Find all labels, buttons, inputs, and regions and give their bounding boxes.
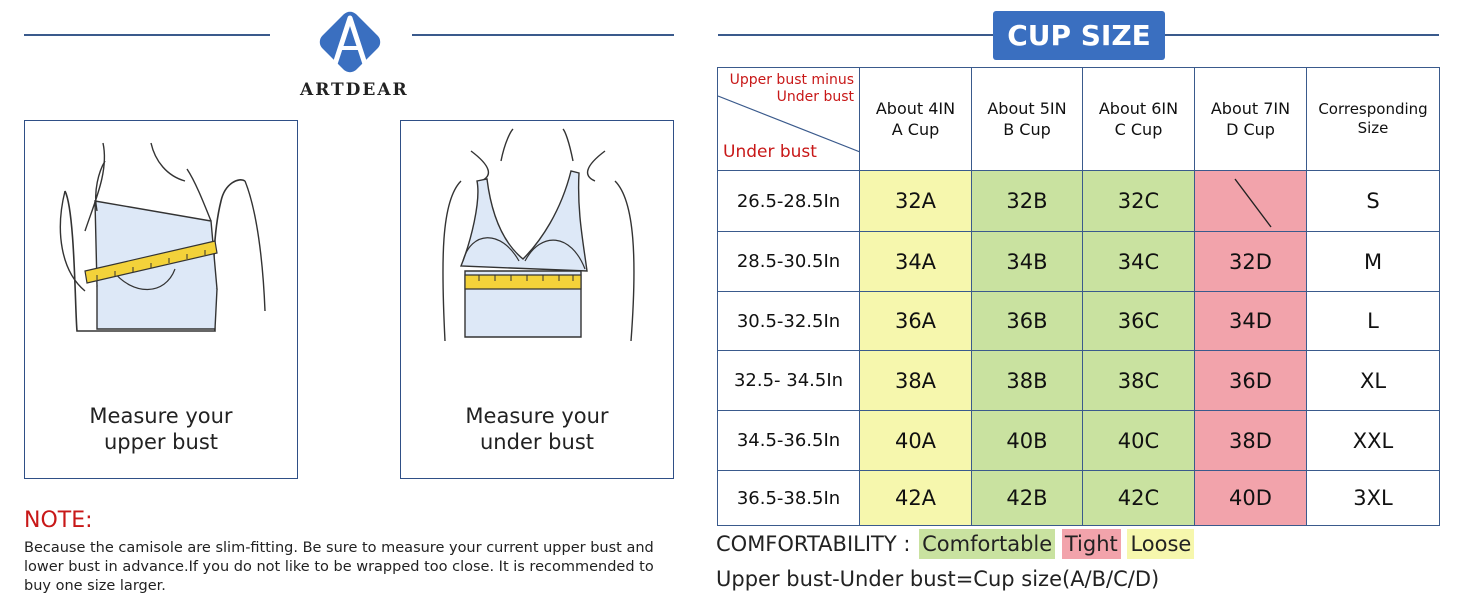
cup-cell-a: 34A <box>859 231 972 292</box>
under-bust-range: 26.5-28.5In <box>717 170 860 232</box>
note-title: NOTE: <box>24 508 93 533</box>
table-header-row: Upper bust minus Under bust Under bust A… <box>717 67 1440 171</box>
corner-bottom-label: Under bust <box>723 142 817 162</box>
table-row: 34.5-36.5In 40A 40B 40C 38D XXL <box>717 410 1440 471</box>
cup-cell-d: 40D <box>1194 470 1307 526</box>
cup-cell-a: 32A <box>859 170 972 232</box>
legend-comfortable: Comfortable <box>919 529 1056 559</box>
cup-cell-b: 40B <box>971 410 1083 471</box>
brand-logo: ARTDEAR <box>300 6 409 100</box>
empty-cell-slash <box>1234 178 1272 228</box>
table-row: 30.5-32.5In 36A 36B 36C 34D L <box>717 291 1440 351</box>
legend-loose: Loose <box>1127 529 1195 559</box>
under-bust-caption-line2: under bust <box>480 430 594 454</box>
upper-bust-caption-line2: upper bust <box>103 430 218 454</box>
table-row: 28.5-30.5In 34A 34B 34C 32D M <box>717 231 1440 292</box>
column-header-size-line1: Corresponding <box>1318 100 1428 118</box>
cup-cell-a: 40A <box>859 410 972 471</box>
table-row: 26.5-28.5In 32A 32B 32C S <box>717 170 1440 232</box>
upper-bust-card: Measure your upper bust <box>24 120 298 479</box>
column-header-a: About 4IN A Cup <box>859 67 972 171</box>
under-bust-range: 36.5-38.5In <box>717 470 860 526</box>
column-header-d-line2: D Cup <box>1226 120 1275 139</box>
corner-top-label: Upper bust minus Under bust <box>730 72 854 106</box>
cup-size-formula: Upper bust-Under bust=Cup size(A/B/C/D) <box>716 567 1160 591</box>
header-rule-left <box>24 34 270 36</box>
column-header-c-line1: About 6IN <box>1098 99 1179 118</box>
column-header-a-line1: About 4IN <box>875 99 956 118</box>
legend-tight: Tight <box>1061 529 1121 559</box>
cup-cell-d: 34D <box>1194 291 1307 351</box>
note-body: Because the camisole are slim-fitting. B… <box>24 540 654 594</box>
under-bust-range: 34.5-36.5In <box>717 410 860 471</box>
cup-cell-d-empty <box>1194 170 1307 232</box>
cup-cell-d: 32D <box>1194 231 1307 292</box>
upper-bust-caption-line1: Measure your <box>89 404 233 428</box>
column-header-size: Corresponding Size <box>1306 67 1440 171</box>
cup-cell-c: 38C <box>1082 350 1195 411</box>
corner-top-line2: Under bust <box>776 89 854 105</box>
column-header-a-line2: A Cup <box>891 120 940 139</box>
column-header-b: About 5IN B Cup <box>971 67 1083 171</box>
cup-cell-c: 36C <box>1082 291 1195 351</box>
upper-bust-caption: Measure your upper bust <box>25 403 297 455</box>
under-bust-range: 28.5-30.5In <box>717 231 860 292</box>
under-bust-caption: Measure your under bust <box>401 403 673 455</box>
cup-cell-b: 34B <box>971 231 1083 292</box>
under-bust-card: Measure your under bust <box>400 120 674 479</box>
cup-size-table: Upper bust minus Under bust Under bust A… <box>717 67 1440 526</box>
corresponding-size: XL <box>1306 350 1440 411</box>
brand-name: ARTDEAR <box>300 80 409 100</box>
cup-cell-a: 42A <box>859 470 972 526</box>
cup-cell-b: 38B <box>971 350 1083 411</box>
under-bust-range: 32.5- 34.5In <box>717 350 860 411</box>
cup-cell-c: 34C <box>1082 231 1195 292</box>
column-header-d: About 7IN D Cup <box>1194 67 1307 171</box>
corresponding-size: S <box>1306 170 1440 232</box>
column-header-size-line2: Size <box>1357 119 1389 137</box>
cup-cell-a: 36A <box>859 291 972 351</box>
comfortability-legend: COMFORTABILITY : Comfortable Tight Loose <box>716 529 1195 559</box>
cup-cell-c: 40C <box>1082 410 1195 471</box>
cup-cell-d: 36D <box>1194 350 1307 411</box>
legend-label: COMFORTABILITY : <box>716 532 911 556</box>
table-row: 32.5- 34.5In 38A 38B 38C 36D XL <box>717 350 1440 411</box>
corner-diagonal <box>718 95 860 153</box>
cup-cell-c: 42C <box>1082 470 1195 526</box>
corner-header-cell: Upper bust minus Under bust Under bust <box>717 67 860 171</box>
cup-size-title: CUP SIZE <box>993 11 1165 60</box>
cup-cell-a: 38A <box>859 350 972 411</box>
cup-rule-left <box>718 34 993 36</box>
corresponding-size: 3XL <box>1306 470 1440 526</box>
column-header-b-line1: About 5IN <box>987 99 1067 118</box>
under-bust-range: 30.5-32.5In <box>717 291 860 351</box>
header-rule-right <box>412 34 674 36</box>
cup-cell-b: 42B <box>971 470 1083 526</box>
artdear-logo-icon <box>319 11 381 73</box>
cup-cell-b: 36B <box>971 291 1083 351</box>
column-header-d-line1: About 7IN <box>1210 99 1291 118</box>
table-row: 36.5-38.5In 42A 42B 42C 40D 3XL <box>717 470 1440 526</box>
column-header-c: About 6IN C Cup <box>1082 67 1195 171</box>
under-bust-illustration <box>442 128 635 342</box>
cup-rule-right <box>1165 34 1439 36</box>
cup-cell-b: 32B <box>971 170 1083 232</box>
cup-cell-d: 38D <box>1194 410 1307 471</box>
column-header-b-line2: B Cup <box>1003 120 1051 139</box>
column-header-c-line2: C Cup <box>1114 120 1163 139</box>
corresponding-size: M <box>1306 231 1440 292</box>
corresponding-size: L <box>1306 291 1440 351</box>
corresponding-size: XXL <box>1306 410 1440 471</box>
upper-bust-illustration <box>59 142 266 332</box>
corner-top-line1: Upper bust minus <box>729 72 854 88</box>
under-bust-caption-line1: Measure your <box>465 404 609 428</box>
cup-cell-c: 32C <box>1082 170 1195 232</box>
